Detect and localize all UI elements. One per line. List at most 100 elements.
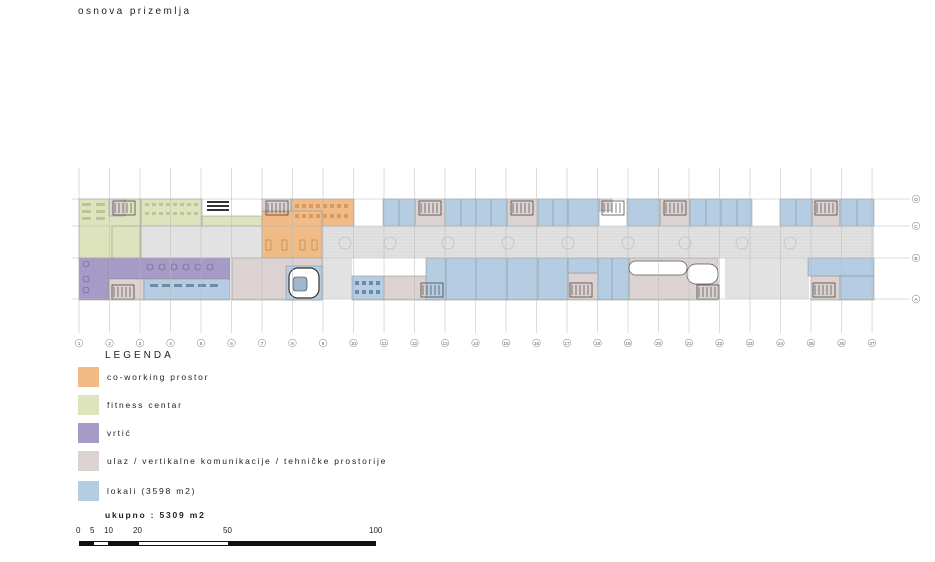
scale-segment-0-5 <box>79 541 94 546</box>
legend-swatch-coworking <box>78 367 99 387</box>
fitness-equipment <box>82 217 91 220</box>
coworking-seat <box>299 239 306 251</box>
tehnicke-zone <box>659 198 691 227</box>
ramp-form <box>686 263 719 285</box>
lokali-zone <box>567 257 599 274</box>
fitness-equipment <box>159 212 163 215</box>
fitness-equipment <box>96 210 105 213</box>
grid-column-label: 22 <box>717 341 723 346</box>
column-circle <box>735 236 749 250</box>
coworking-zone <box>261 210 323 259</box>
ramp-form <box>628 260 688 276</box>
shop-fixture <box>174 284 182 287</box>
fitness-equipment <box>82 203 91 206</box>
coworking-desk <box>295 214 299 218</box>
lokali-zone <box>626 198 661 227</box>
grid-column-label: 25 <box>808 341 814 346</box>
stair-core-outline <box>112 200 136 216</box>
column-circle <box>783 236 797 250</box>
fitness-equipment <box>173 212 177 215</box>
stair-core <box>265 200 289 216</box>
column-circle <box>561 236 575 250</box>
stair-core-outline <box>510 200 534 216</box>
stair-core-outline <box>601 200 625 216</box>
legend-label-fitness: fitness centar <box>107 400 183 410</box>
legend-item-vrtic: vrtić <box>78 423 132 443</box>
structural-grid <box>72 168 910 333</box>
legend-item-technical: ulaz / vertikalne komunikacije / tehničk… <box>78 451 387 471</box>
grid-column-label: 2 <box>108 341 111 346</box>
fitness-zone <box>201 215 263 227</box>
total-area: ukupno : 5309 m2 <box>105 510 206 520</box>
scale-label-50: 50 <box>223 526 232 535</box>
legend-title: LEGENDA <box>105 350 174 361</box>
kindergarten-item <box>82 286 90 294</box>
stair-core-outline <box>663 200 687 216</box>
grid-column-label: 8 <box>291 341 294 346</box>
fitness-equipment <box>187 203 191 206</box>
stair-core <box>663 200 687 216</box>
fitness-equipment <box>145 203 149 206</box>
coworking-desk <box>330 204 334 208</box>
grid-column-bubble <box>623 338 633 348</box>
coworking-desk <box>323 204 327 208</box>
kindergarten-item <box>158 263 166 271</box>
stair-core <box>420 282 444 298</box>
legend-label-coworking: co-working prostor <box>107 372 210 382</box>
ground-floor-plan: 1 2 3 4 5 6 7 8 9 10 11 12 13 14 15 16 17 18 19 20 21 22 23 24 2… <box>72 168 921 348</box>
coworking-desk <box>295 204 299 208</box>
legend-item-lokali: lokali (3598 m2) <box>78 481 196 501</box>
fitness-equipment <box>96 203 105 206</box>
column-circle <box>501 236 515 250</box>
kindergarten-item <box>146 263 154 271</box>
shop-fixture <box>362 290 366 294</box>
stair-core <box>814 200 838 216</box>
scale-segment-10-20 <box>108 541 139 546</box>
grid-axis-labels: 1 2 3 4 5 6 7 8 9 10 11 12 13 14 15 16 17 18 19 20 21 22 23 24 2… <box>74 194 921 348</box>
fitness-equipment <box>152 212 156 215</box>
grid-column-bubble <box>745 338 755 348</box>
shop-fixture <box>355 290 359 294</box>
grid-column-label: 10 <box>351 341 357 346</box>
lokali-zone <box>537 198 600 227</box>
column-circle <box>678 236 692 250</box>
grid-column-label: 17 <box>564 341 570 346</box>
grid-column-bubble <box>196 338 206 348</box>
grid-column-bubble <box>440 338 450 348</box>
lokali-zone <box>807 257 875 277</box>
grid-row-label: B <box>914 256 917 262</box>
kindergarten-item <box>170 263 178 271</box>
fitness-zone <box>140 198 203 227</box>
fitness-equipment <box>82 210 91 213</box>
grid-column-bubble <box>105 338 114 348</box>
grid-column-bubble <box>379 338 389 348</box>
tehnicke-zone <box>810 275 841 301</box>
grid-column-label: 4 <box>169 341 172 346</box>
grid-column-label: 6 <box>230 341 233 346</box>
shop-fixture <box>376 281 380 285</box>
grid-column-bubble <box>257 338 267 348</box>
coworking-desk <box>344 204 348 208</box>
stair-core-outline <box>265 200 289 216</box>
scale-segment-50-100 <box>228 541 376 546</box>
stair-core-outline <box>418 200 442 216</box>
grid-column-bubble <box>593 338 602 348</box>
fitness-equipment <box>166 203 170 206</box>
lokali-zone <box>425 257 569 301</box>
coworking-desk <box>330 214 334 218</box>
stair-core <box>418 200 442 216</box>
grid-column-label: 3 <box>139 341 142 346</box>
grid-row-bubble <box>911 294 921 304</box>
fitness-equipment <box>152 203 156 206</box>
grid-column-label: 12 <box>412 341 418 346</box>
stair-core <box>112 200 136 216</box>
grid-row-label: A <box>914 297 918 303</box>
coworking-desk <box>302 214 306 218</box>
coworking-desk <box>323 214 327 218</box>
coworking-desk <box>316 204 320 208</box>
fitness-equipment <box>194 212 198 215</box>
fitness-equipment <box>194 203 198 206</box>
grid-column-bubble <box>837 338 846 348</box>
shop-fixture <box>198 284 206 287</box>
fitness-equipment <box>180 203 184 206</box>
